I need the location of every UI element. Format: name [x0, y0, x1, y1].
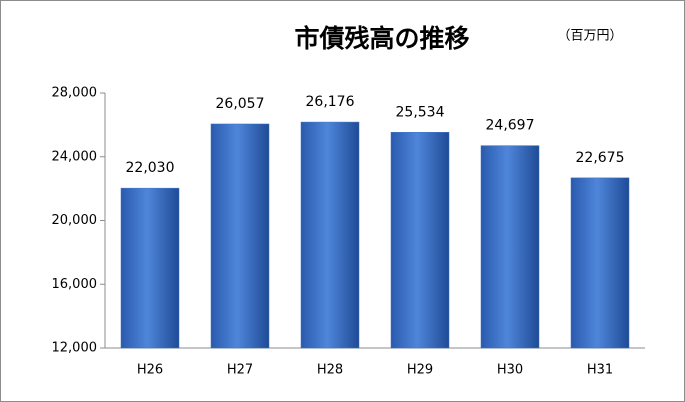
bar	[390, 132, 450, 349]
value-label: 25,534	[396, 104, 445, 120]
bar	[120, 187, 180, 349]
value-label: 22,030	[126, 160, 175, 176]
x-tick-label: H29	[407, 363, 433, 378]
chart-title: 市債残高の推移	[294, 24, 469, 53]
bar	[570, 177, 630, 349]
y-tick-label: 20,000	[52, 213, 98, 228]
value-label: 22,675	[576, 150, 625, 166]
x-tick-label: H27	[227, 363, 253, 378]
bar	[300, 121, 360, 349]
value-label: 26,057	[216, 96, 265, 112]
unit-label: （百万円）	[557, 29, 622, 44]
x-tick-label: H30	[497, 363, 523, 378]
x-tick-label: H28	[317, 363, 343, 378]
value-label: 26,176	[306, 94, 355, 110]
y-tick-label: 28,000	[52, 86, 98, 101]
y-tick-label: 24,000	[52, 149, 98, 164]
value-label: 24,697	[486, 118, 535, 134]
y-tick-label: 12,000	[52, 341, 98, 356]
y-tick-label: 16,000	[52, 277, 98, 292]
x-tick-label: H31	[587, 363, 613, 378]
bar	[210, 123, 270, 349]
x-tick-label: H26	[137, 363, 163, 378]
bar	[480, 145, 540, 349]
